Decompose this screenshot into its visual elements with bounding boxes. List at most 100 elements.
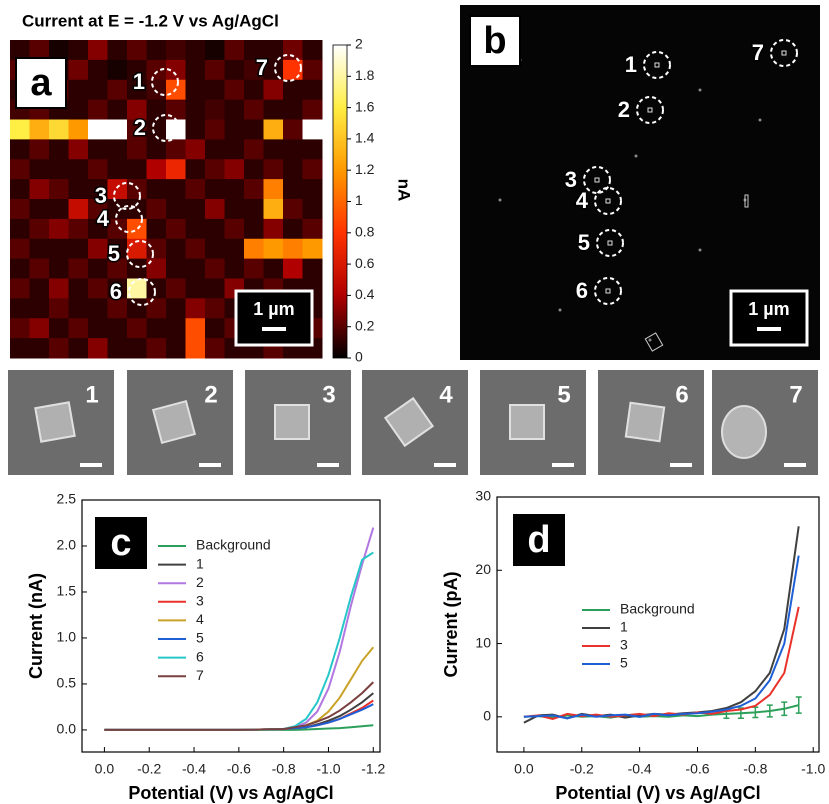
heatmap-cell xyxy=(147,179,167,199)
legend-label: Background xyxy=(620,601,695,617)
colorbar-tick-label: 1.6 xyxy=(355,98,375,114)
colorbar xyxy=(333,45,347,358)
heatmap-cell xyxy=(244,120,264,140)
heatmap-cell xyxy=(166,159,186,179)
x-tick-label: -0.8 xyxy=(272,761,296,777)
y-tick-label: 0 xyxy=(483,708,491,724)
heatmap-cell xyxy=(69,219,89,239)
heatmap-cell xyxy=(264,239,284,259)
heatmap-cell xyxy=(10,199,30,219)
heatmap-cell xyxy=(69,179,89,199)
colorbar-tick-label: 1.2 xyxy=(355,161,375,177)
particle-label: 3 xyxy=(95,183,107,208)
heatmap-cell xyxy=(303,199,323,219)
sem-speck xyxy=(699,89,702,92)
heatmap-cell xyxy=(205,219,225,239)
particle-label: 6 xyxy=(576,278,588,303)
heatmap-cell xyxy=(127,219,147,239)
heatmap-cell xyxy=(186,40,206,60)
series-line xyxy=(104,552,373,730)
particle-label: 7 xyxy=(256,55,268,80)
heatmap-cell xyxy=(186,120,206,140)
panel-label: d xyxy=(527,519,550,561)
heatmap-cell xyxy=(108,60,128,80)
heatmap-cell xyxy=(10,259,30,279)
legend-label: 3 xyxy=(620,637,628,653)
x-tick-label: 0.0 xyxy=(514,761,534,777)
heatmap-cell xyxy=(283,199,303,219)
particle-label: 2 xyxy=(618,97,630,122)
heatmap-cell xyxy=(205,318,225,338)
heatmap-cell xyxy=(30,239,50,259)
heatmap-cell xyxy=(205,40,225,60)
heatmap-cell xyxy=(49,338,69,358)
sem-speck xyxy=(499,199,502,202)
heatmap-cell xyxy=(147,159,167,179)
heatmap-cell xyxy=(186,199,206,219)
heatmap-cell xyxy=(303,179,323,199)
heatmap-cell xyxy=(205,80,225,100)
heatmap-title: Current at E = -1.2 V vs Ag/AgCl xyxy=(22,11,279,30)
heatmap-cell xyxy=(147,139,167,159)
y-tick-label: 20 xyxy=(475,561,491,577)
heatmap-cell xyxy=(166,219,186,239)
heatmap-cell xyxy=(303,219,323,239)
legend-label: 1 xyxy=(196,555,204,571)
heatmap-cell xyxy=(108,179,128,199)
panel-label: a xyxy=(30,62,52,104)
heatmap-cell xyxy=(283,120,303,140)
heatmap-cell xyxy=(30,338,50,358)
heatmap-cell xyxy=(303,139,323,159)
heatmap-cell xyxy=(244,159,264,179)
heatmap-cell xyxy=(225,159,245,179)
heatmap-cell xyxy=(205,239,225,259)
x-tick-label: -1.2 xyxy=(361,761,385,777)
heatmap-cell xyxy=(225,139,245,159)
heatmap-cell xyxy=(108,120,128,140)
heatmap-cell xyxy=(264,179,284,199)
heatmap-cell xyxy=(69,159,89,179)
heatmap-cell xyxy=(10,139,30,159)
heatmap-cell xyxy=(205,338,225,358)
heatmap-cell xyxy=(147,40,167,60)
heatmap-cell xyxy=(205,279,225,299)
heatmap-cell xyxy=(10,318,30,338)
sem-tile-label: 7 xyxy=(789,381,802,408)
sem-speck xyxy=(649,339,652,342)
heatmap-cell xyxy=(166,338,186,358)
series-line xyxy=(524,526,799,722)
panel-label: b xyxy=(483,20,506,62)
heatmap-cell xyxy=(10,338,30,358)
heatmap-cell xyxy=(225,239,245,259)
heatmap-cell xyxy=(88,239,108,259)
heatmap-cell xyxy=(30,219,50,239)
heatmap-cell xyxy=(147,199,167,219)
legend-label: 6 xyxy=(196,648,204,664)
legend-label: Background xyxy=(196,537,271,553)
heatmap-cell xyxy=(127,40,147,60)
heatmap-cell xyxy=(127,338,147,358)
heatmap-cell xyxy=(147,80,167,100)
heatmap-cell xyxy=(264,219,284,239)
heatmap-cell xyxy=(283,259,303,279)
heatmap-cell xyxy=(10,120,30,140)
heatmap-cell xyxy=(283,239,303,259)
heatmap-cell xyxy=(147,219,167,239)
heatmap-cell xyxy=(147,338,167,358)
colorbar-tick-label: 0.2 xyxy=(355,317,375,333)
heatmap-cell xyxy=(283,159,303,179)
heatmap-cell xyxy=(205,199,225,219)
heatmap-cell xyxy=(30,159,50,179)
heatmap-cell xyxy=(225,199,245,219)
x-tick-label: -0.6 xyxy=(685,761,709,777)
heatmap-cell xyxy=(244,199,264,219)
page: Current at E = -1.2 V vs Ag/AgCl 00.20.4… xyxy=(0,0,829,804)
heatmap-cell xyxy=(303,80,323,100)
heatmap-cell xyxy=(69,318,89,338)
heatmap-cell xyxy=(88,318,108,338)
series-line xyxy=(104,693,373,730)
y-tick-label: 0.0 xyxy=(57,721,77,737)
heatmap-cell xyxy=(205,259,225,279)
heatmap-cell xyxy=(244,80,264,100)
sem-crystal xyxy=(275,405,309,439)
